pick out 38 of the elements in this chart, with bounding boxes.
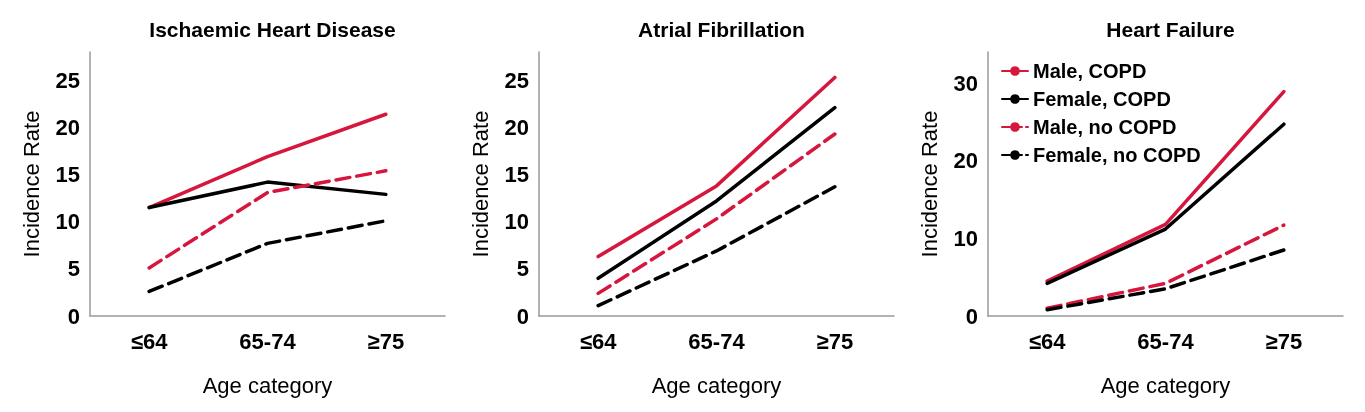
y-tick-label: 20	[55, 114, 80, 140]
y-tick-label: 20	[504, 114, 529, 140]
x-tick-label: ≤64	[579, 328, 618, 354]
chart-title: Ischaemic Heart Disease	[149, 18, 396, 41]
y-tick-label: 0	[67, 303, 80, 329]
y-axis-title: Incidence Rate	[18, 110, 44, 258]
y-tick-label: 0	[965, 303, 978, 329]
y-tick-label: 10	[953, 225, 978, 251]
y-tick-label: 5	[516, 256, 529, 282]
y-tick-label: 25	[504, 67, 529, 93]
y-tick-label: 0	[516, 303, 529, 329]
y-tick-label: 25	[55, 67, 80, 93]
y-axis-title: Incidence Rate	[916, 110, 942, 258]
x-tick-label: ≥75	[367, 328, 405, 354]
y-tick-label: 5	[67, 256, 80, 282]
x-tick-label: ≥75	[816, 328, 854, 354]
legend-label: Male, COPD	[1033, 60, 1147, 82]
chart-title: Heart Failure	[1106, 18, 1235, 41]
x-tick-label: 65-74	[1137, 328, 1195, 354]
y-tick-label: 30	[953, 70, 978, 96]
x-axis-title: Age category	[202, 372, 333, 398]
y-tick-label: 10	[55, 209, 80, 235]
legend-label: Female, no COPD	[1033, 144, 1201, 166]
y-tick-label: 15	[55, 162, 80, 188]
x-tick-label: 65-74	[239, 328, 297, 354]
x-tick-label: ≥75	[1265, 328, 1303, 354]
y-axis-title: Incidence Rate	[467, 110, 493, 258]
x-axis-title: Age category	[1100, 372, 1231, 398]
y-tick-label: 15	[504, 162, 529, 188]
legend-label: Female, COPD	[1033, 88, 1171, 110]
chart-title: Atrial Fibrillation	[638, 18, 805, 41]
x-axis-title: Age category	[651, 372, 782, 398]
y-tick-label: 20	[953, 148, 978, 174]
y-tick-label: 10	[504, 209, 529, 235]
x-tick-label: ≤64	[130, 328, 169, 354]
legend-label: Male, no COPD	[1033, 116, 1177, 138]
x-tick-label: ≤64	[1028, 328, 1067, 354]
x-tick-label: 65-74	[688, 328, 746, 354]
